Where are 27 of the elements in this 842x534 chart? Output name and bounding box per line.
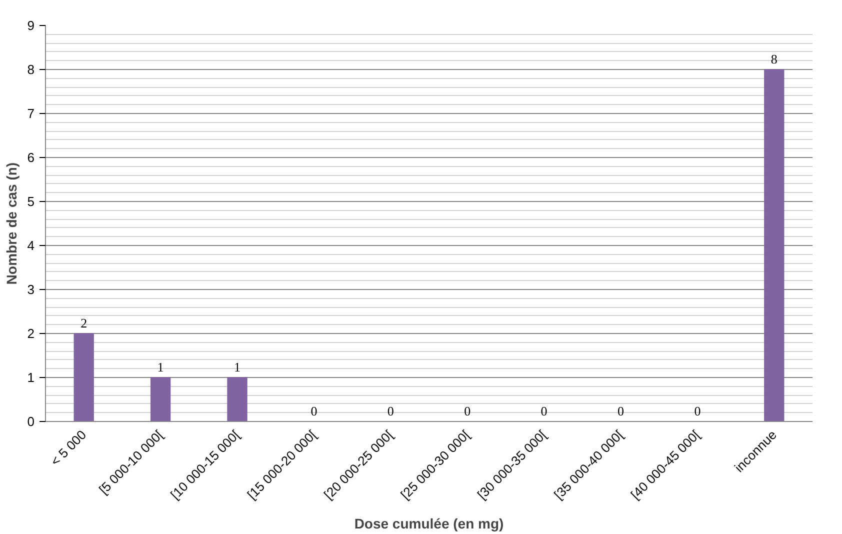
y-tick-label: 0 [27, 414, 35, 429]
x-tick-label: < 5 000 [48, 427, 90, 469]
data-label: 1 [157, 360, 164, 374]
bar [764, 69, 784, 422]
data-label: 0 [618, 404, 624, 418]
y-axis-title: Nombre de cas (n) [3, 162, 20, 285]
data-label: 0 [540, 404, 548, 418]
bar [74, 333, 94, 422]
y-tick-label: 3 [27, 282, 35, 297]
bar [227, 377, 248, 422]
data-label: 8 [770, 52, 778, 66]
y-tick-label: 2 [27, 326, 35, 341]
data-label: 0 [310, 404, 318, 418]
data-label: 2 [80, 316, 88, 330]
bar [150, 377, 171, 422]
y-tick-label: 5 [27, 194, 35, 209]
y-tick-label: 9 [27, 18, 35, 33]
data-label: 1 [234, 360, 240, 374]
y-tick-label: 1 [27, 370, 35, 385]
data-label: 0 [464, 404, 471, 418]
y-tick-label: 7 [27, 106, 35, 121]
y-tick-label: 8 [27, 62, 35, 77]
data-label: 0 [387, 404, 394, 418]
y-tick-label: 6 [27, 150, 35, 165]
y-tick-label: 4 [27, 238, 35, 253]
x-axis-title: Dose cumulée (en mg) [354, 516, 504, 532]
data-label: 0 [694, 404, 701, 418]
